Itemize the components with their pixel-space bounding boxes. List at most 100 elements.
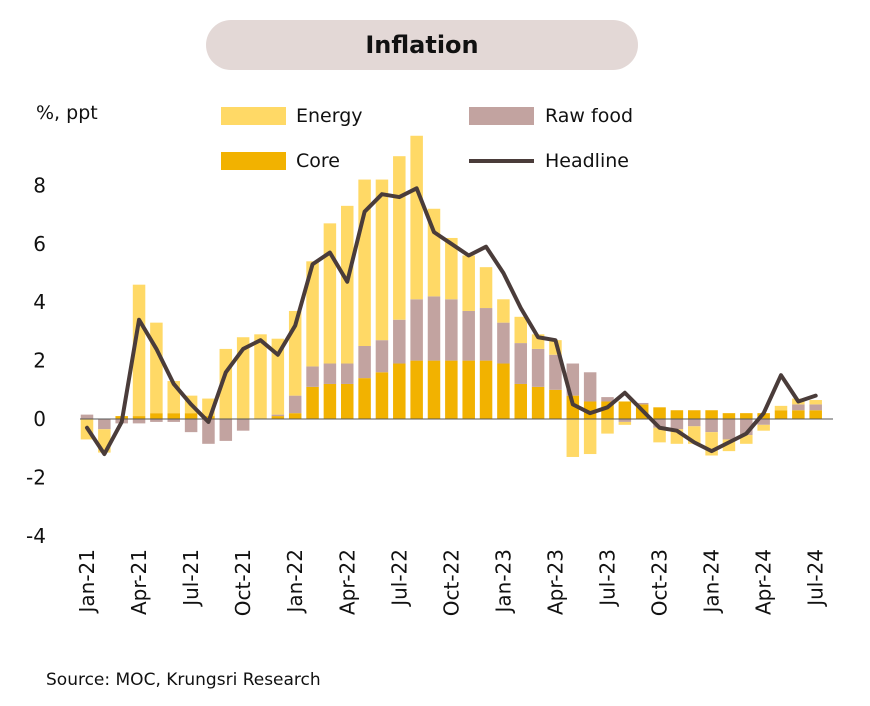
energy-bar	[462, 255, 475, 311]
raw-food-bar	[653, 419, 666, 428]
core-bar	[341, 383, 354, 419]
energy-bar	[236, 337, 250, 419]
energy-bar	[393, 156, 406, 320]
legend-energy-swatch	[221, 107, 286, 125]
x-tick-label: Jul-23	[596, 549, 620, 608]
core-bar	[583, 401, 597, 419]
core-bar	[722, 413, 736, 419]
raw-food-bar	[341, 363, 354, 384]
x-tick-label: Jan-21	[75, 549, 99, 615]
legend-headline-label: Headline	[545, 150, 629, 172]
energy-bar	[514, 316, 527, 344]
core-bar	[427, 360, 441, 419]
legend-raw-food-swatch	[469, 107, 534, 125]
raw-food-bar	[202, 419, 215, 444]
raw-food-bar	[688, 419, 701, 427]
raw-food-bar	[80, 414, 94, 419]
raw-food-bar	[236, 419, 250, 431]
raw-food-bar	[705, 419, 718, 433]
raw-food-bar	[358, 346, 371, 379]
y-tick-label: -2	[26, 465, 46, 489]
core-bar	[653, 407, 666, 419]
x-tick-label: Jan-24	[700, 549, 724, 615]
core-bar	[150, 413, 163, 419]
raw-food-bar	[792, 404, 805, 411]
x-tick-label: Apr-21	[127, 549, 151, 615]
raw-food-bar	[427, 296, 441, 361]
raw-food-bar	[167, 419, 180, 422]
energy-bar	[774, 405, 788, 411]
legend-core-swatch	[221, 152, 286, 170]
x-tick-label: Jul-24	[804, 549, 828, 608]
energy-bar	[809, 400, 822, 405]
raw-food-bar	[514, 343, 527, 384]
energy-bar	[740, 435, 753, 444]
raw-food-bar	[375, 340, 389, 373]
y-axis-unit-label: %, ppt	[36, 102, 98, 124]
raw-food-bar	[549, 354, 562, 390]
y-tick-label: 6	[33, 232, 46, 256]
headline-line-layer	[85, 186, 818, 457]
raw-food-bar	[184, 419, 198, 433]
energy-bar	[323, 223, 337, 364]
energy-bar	[618, 421, 632, 425]
core-bar	[705, 410, 718, 419]
y-tick-label: 4	[33, 290, 46, 314]
core-bar	[566, 395, 580, 419]
core-bar	[531, 386, 545, 419]
core-bar	[792, 410, 805, 419]
headline-line	[85, 186, 818, 457]
core-bar	[740, 413, 753, 419]
chart-title: Inflation	[206, 20, 638, 70]
raw-food-bar	[809, 404, 822, 411]
core-bar	[670, 410, 684, 419]
raw-food-bar	[271, 414, 285, 417]
core-bar	[410, 360, 423, 419]
energy-bar	[445, 237, 458, 300]
raw-food-bar	[618, 419, 632, 422]
x-tick-label: Oct-23	[648, 549, 672, 616]
energy-bar	[132, 284, 146, 417]
raw-food-bar	[601, 397, 614, 402]
x-tick-label: Apr-24	[752, 549, 776, 615]
core-bar	[323, 383, 337, 419]
raw-food-bar	[757, 419, 770, 425]
energy-bar	[583, 419, 597, 455]
core-bar	[479, 360, 493, 419]
y-tick-label: 0	[33, 407, 46, 431]
bar-layer	[80, 135, 822, 457]
y-tick-labels: -4 -2 0 2 4 6 8	[26, 173, 46, 547]
core-bar	[375, 372, 389, 419]
raw-food-bar	[306, 366, 319, 387]
core-bar	[184, 413, 198, 419]
core-bar	[167, 413, 180, 419]
core-bar	[288, 413, 302, 419]
energy-bar	[479, 267, 493, 309]
legend-raw-food-label: Raw food	[545, 105, 633, 127]
raw-food-bar	[635, 402, 649, 405]
energy-bar	[722, 439, 736, 452]
core-bar	[358, 378, 371, 419]
core-bar	[445, 360, 458, 419]
energy-bar	[271, 338, 285, 415]
core-bar	[393, 363, 406, 419]
energy-bar	[757, 424, 770, 431]
raw-food-bar	[410, 299, 423, 361]
x-tick-label: Jul-21	[179, 549, 203, 608]
energy-bar	[150, 322, 163, 414]
raw-food-bar	[722, 419, 736, 440]
y-tick-label: 2	[33, 349, 46, 373]
legend-energy-label: Energy	[296, 105, 363, 127]
core-bar	[549, 389, 562, 419]
core-bar	[132, 416, 146, 419]
energy-bar	[375, 179, 389, 341]
raw-food-bar	[479, 308, 493, 361]
energy-bar	[497, 299, 510, 323]
raw-food-bar	[150, 419, 163, 422]
raw-food-bar	[531, 348, 545, 387]
x-tick-label: Apr-22	[335, 549, 359, 615]
core-bar	[514, 383, 527, 419]
energy-bar	[341, 205, 354, 364]
core-bar	[497, 363, 510, 419]
energy-bar	[566, 419, 580, 457]
